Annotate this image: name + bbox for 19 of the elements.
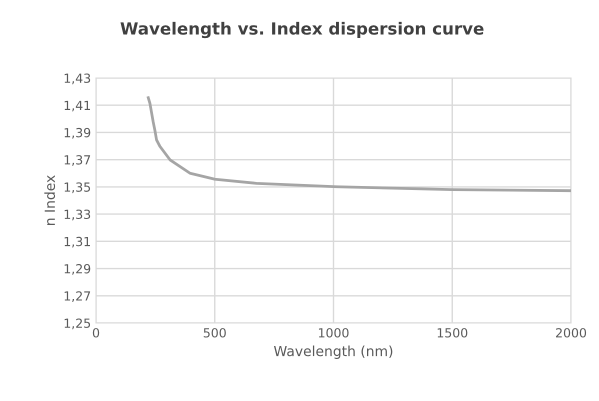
y-tick-label: 1,27 — [64, 291, 90, 302]
x-axis-title: Wavelength (nm) — [274, 346, 392, 359]
y-tick-label: 1,41 — [64, 100, 90, 112]
x-tick-label: 2000 — [556, 328, 586, 338]
y-tick-label: 1,37 — [64, 155, 90, 166]
y-tick-label: 1,39 — [64, 128, 90, 139]
line-series — [146, 96, 571, 192]
y-tick-label: 1,31 — [64, 236, 90, 248]
y-tick-label: 1,33 — [64, 210, 90, 220]
x-tick-label: 1000 — [318, 328, 349, 338]
y-tick-label: 1,25 — [64, 318, 90, 330]
y-tick-label: 1,35 — [64, 182, 90, 194]
y-tick-label: 1,29 — [64, 264, 90, 275]
y-tick-label: 1,43 — [64, 73, 90, 84]
x-tick-label: 500 — [204, 328, 226, 338]
y-axis-title: n Index — [44, 175, 56, 225]
x-tick-label: 1500 — [438, 328, 468, 338]
x-tick-label: 0 — [92, 328, 100, 338]
chart-title: Wavelength vs. Index dispersion curve — [120, 22, 484, 38]
